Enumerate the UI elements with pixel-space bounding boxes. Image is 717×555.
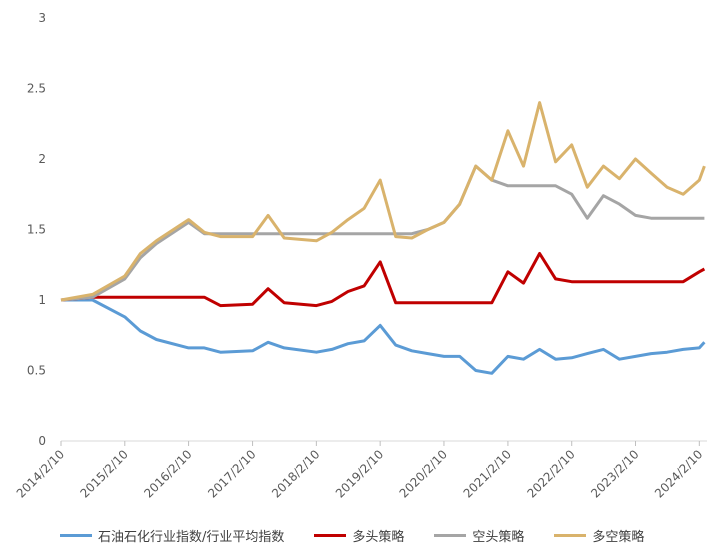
legend-item-1: 石油石化行业指数/行业平均指数 xyxy=(60,526,284,545)
legend-label: 空头策略 xyxy=(472,530,525,545)
x-tick-label: 2015/2/10 xyxy=(78,447,131,500)
legend-label: 多空策略 xyxy=(592,530,645,545)
line-chart: 0 0.5 1 1.5 2 2.5 3 2014/2/10 2015/2/10 2016/2/10… xyxy=(14,11,707,501)
y-tick-label: 3 xyxy=(38,11,46,25)
legend-item-3: 空头策略 xyxy=(434,526,524,545)
chart-axes: 0 0.5 1 1.5 2 2.5 3 2014/2/10 2015/2/10 2016/2/10… xyxy=(14,11,707,501)
legend-swatch xyxy=(554,534,587,537)
series-line-4 xyxy=(60,101,706,302)
y-tick-label: 2 xyxy=(38,152,46,166)
y-tick-label: 2.5 xyxy=(27,82,46,96)
chart-series-layer xyxy=(60,101,706,375)
x-tick-label: 2019/2/10 xyxy=(333,447,386,500)
legend-label: 石油石化行业指数/行业平均指数 xyxy=(98,530,285,545)
x-tick-label: 2020/2/10 xyxy=(397,447,450,500)
legend-swatch xyxy=(60,534,92,537)
y-tick-label: 0 xyxy=(38,434,46,448)
x-tick-label: 2021/2/10 xyxy=(461,447,514,500)
x-tick-label: 2017/2/10 xyxy=(205,447,258,500)
legend-label: 多头策略 xyxy=(352,530,405,545)
x-tick-label: 2022/2/10 xyxy=(524,447,577,500)
x-tick-label: 2014/2/10 xyxy=(14,447,67,500)
chart-legend: 石油石化行业指数/行业平均指数 多头策略 空头策略 多空策略 xyxy=(60,526,644,545)
legend-item-2: 多头策略 xyxy=(314,526,404,545)
y-tick-label: 0.5 xyxy=(27,364,46,378)
legend-swatch xyxy=(314,534,347,537)
x-tick-label: 2023/2/10 xyxy=(588,447,641,500)
series-line-1 xyxy=(61,298,706,375)
y-tick-label: 1 xyxy=(38,293,46,307)
y-tick-label: 1.5 xyxy=(27,223,46,237)
x-tick-label: 2024/2/10 xyxy=(652,447,705,500)
legend-swatch xyxy=(434,534,467,537)
x-tick-label: 2016/2/10 xyxy=(141,447,194,500)
x-tick-label: 2018/2/10 xyxy=(269,447,322,500)
legend-item-4: 多空策略 xyxy=(554,526,644,545)
series-line-2 xyxy=(60,252,706,308)
